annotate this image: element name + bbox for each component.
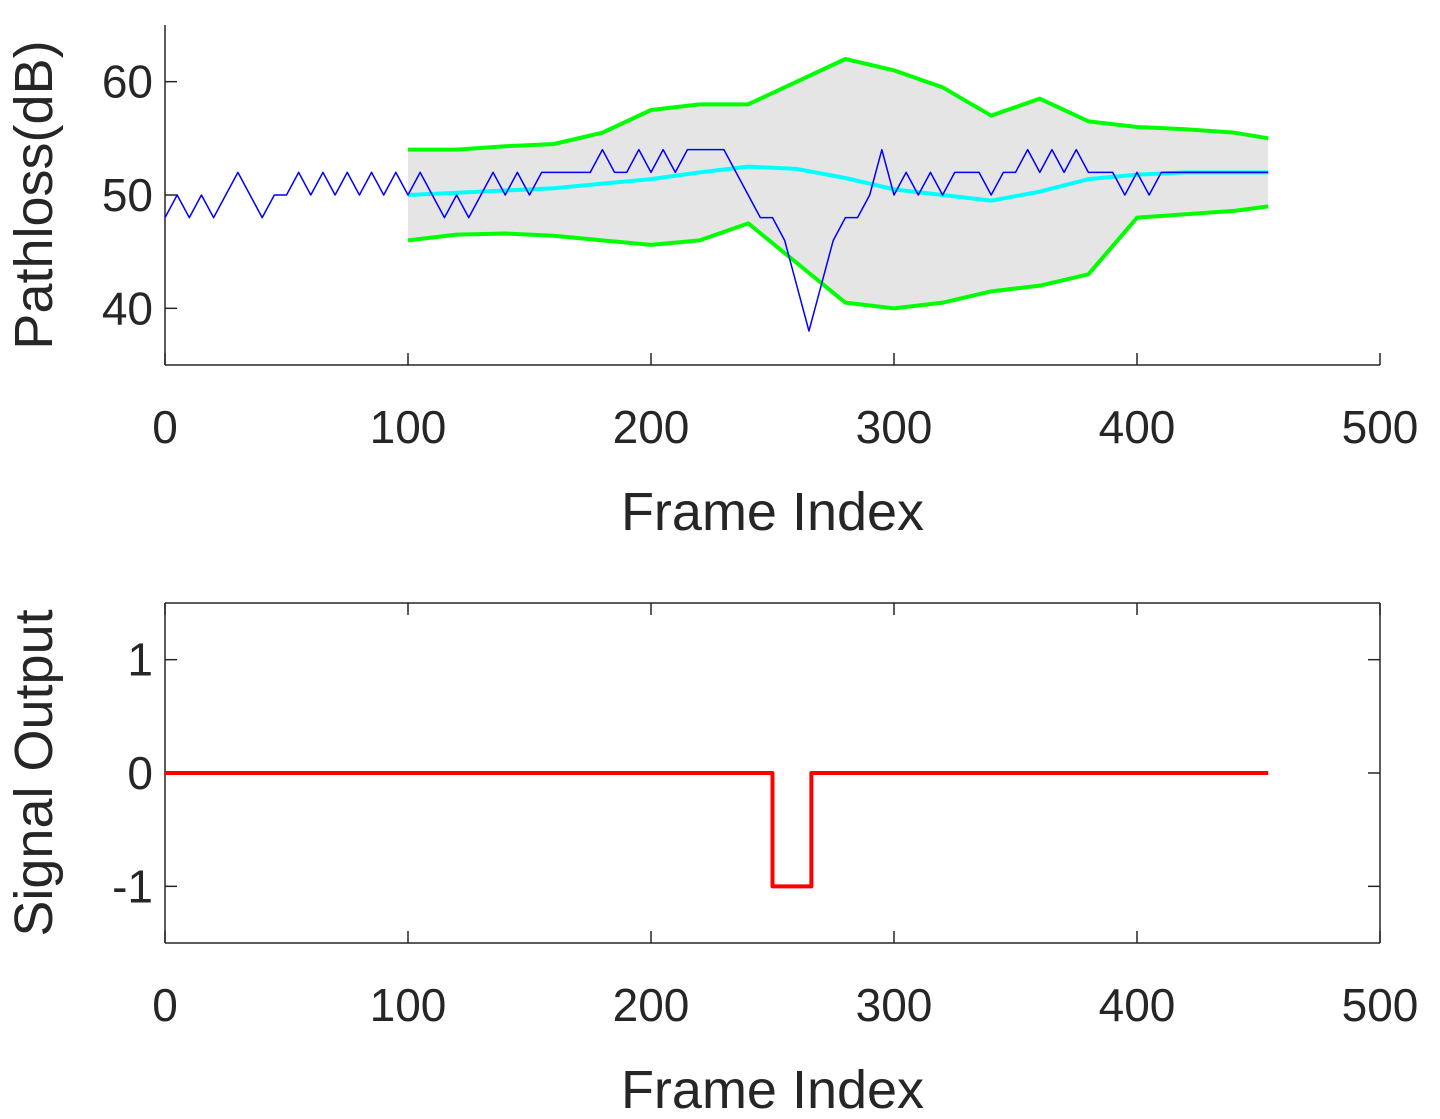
x-tick-label: 100: [370, 401, 447, 453]
y-tick-label: 0: [127, 747, 153, 799]
y-axis-label: Signal Output: [4, 609, 64, 936]
x-axis-label: Frame Index: [621, 482, 924, 542]
x-tick-label: 400: [1099, 979, 1176, 1031]
x-axis-label: Frame Index: [621, 1060, 924, 1114]
x-tick-label: 100: [370, 979, 447, 1031]
x-tick-label: 400: [1099, 401, 1176, 453]
y-tick-label: 40: [102, 282, 153, 334]
y-axis-label: Pathloss(dB): [4, 40, 64, 349]
data-line: [407, 204, 1269, 311]
y-tick-label: 50: [102, 169, 153, 221]
data-line: [164, 148, 1269, 332]
x-tick-label: 500: [1342, 401, 1419, 453]
y-tick-label: 1: [127, 634, 153, 686]
y-tick-label: -1: [112, 860, 153, 912]
data-line: [408, 57, 1269, 152]
x-tick-label: 300: [856, 401, 933, 453]
x-tick-label: 500: [1342, 979, 1419, 1031]
data-line: [407, 164, 1269, 203]
x-tick-label: 200: [613, 401, 690, 453]
data-line: [165, 771, 1269, 889]
y-tick-label: 60: [102, 56, 153, 108]
x-tick-label: 0: [152, 979, 178, 1031]
x-tick-label: 200: [613, 979, 690, 1031]
x-tick-label: 300: [856, 979, 933, 1031]
x-tick-label: 0: [152, 401, 178, 453]
band-fill: [408, 59, 1269, 309]
